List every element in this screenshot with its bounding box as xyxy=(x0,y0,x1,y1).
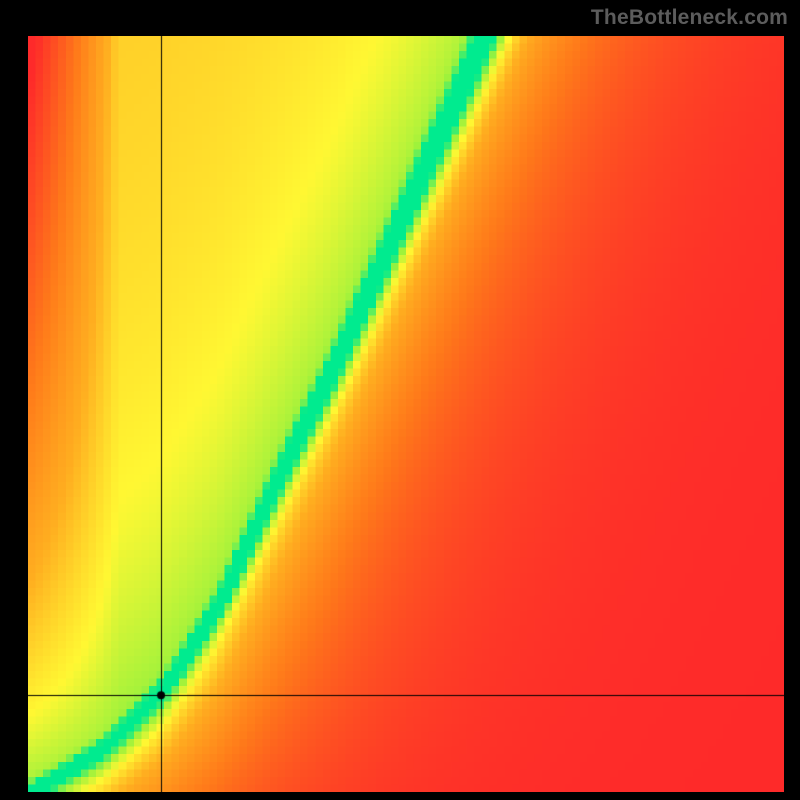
watermark-text: TheBottleneck.com xyxy=(591,6,788,30)
bottleneck-heatmap xyxy=(28,36,784,792)
chart-container: TheBottleneck.com xyxy=(0,0,800,800)
